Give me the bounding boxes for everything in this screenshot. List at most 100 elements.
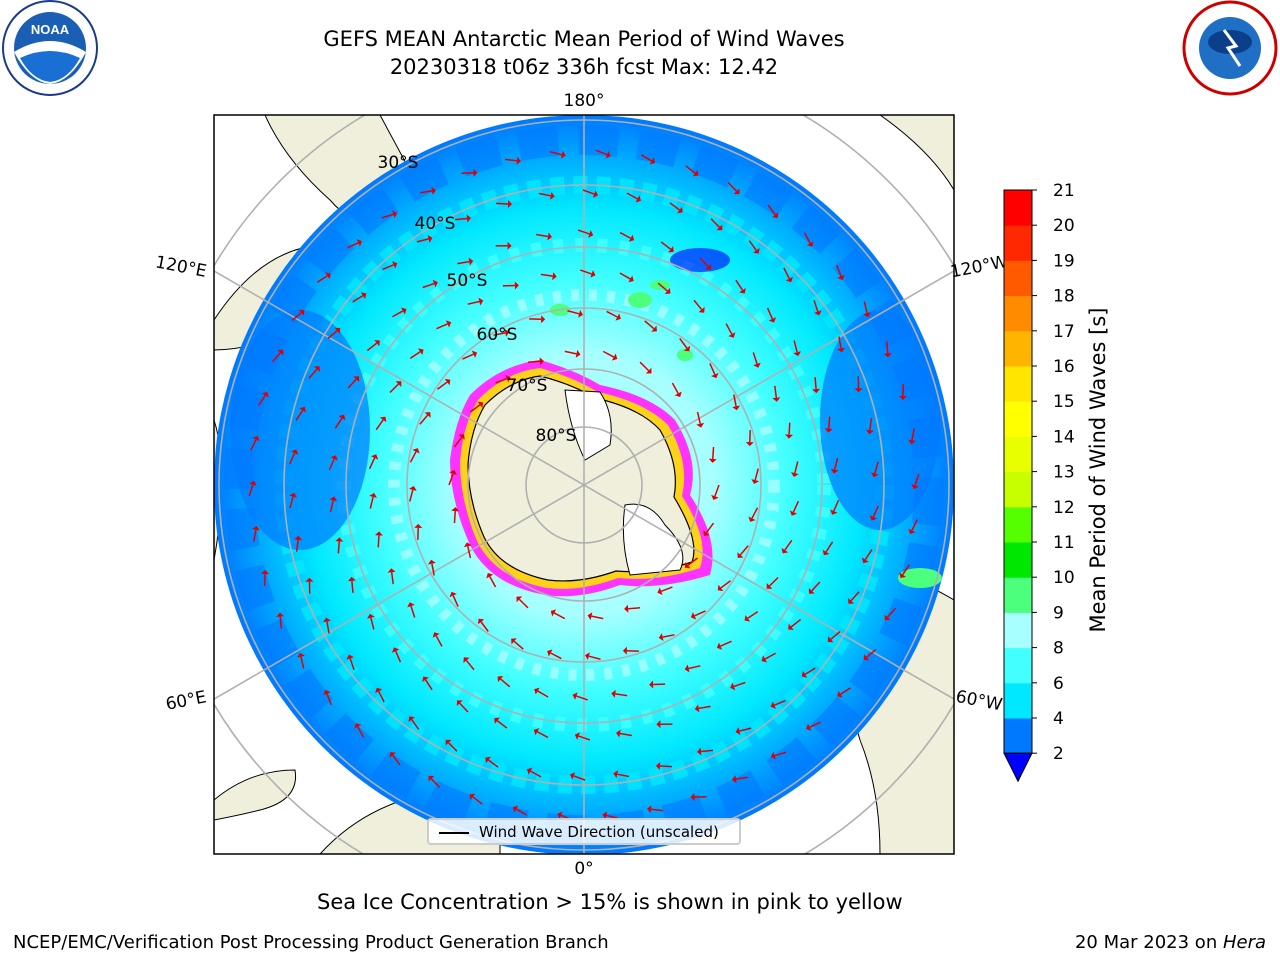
wind-arrow-head bbox=[356, 239, 362, 247]
wind-arrow-head bbox=[298, 309, 305, 316]
wind-arrow-shaft bbox=[700, 749, 714, 753]
wind-arrow-head bbox=[335, 537, 344, 542]
wind-arrow-head bbox=[578, 309, 583, 318]
wind-arrow-shaft bbox=[540, 273, 553, 277]
colorbar-segment bbox=[1004, 506, 1032, 543]
colorbar-tick-label: 11 bbox=[1053, 533, 1075, 553]
wind-arrow-head bbox=[401, 307, 407, 315]
wind-arrow-head bbox=[449, 591, 457, 598]
wind-arrow-shaft bbox=[606, 814, 619, 820]
colorbar-segment bbox=[1004, 366, 1032, 402]
wind-arrow-head bbox=[628, 234, 635, 242]
wind-arrow-head bbox=[325, 272, 331, 280]
wind-arrow-head bbox=[768, 317, 777, 323]
colorbar-segment bbox=[1004, 542, 1032, 578]
wind-arrow-shaft bbox=[644, 320, 655, 330]
colorbar-tick-label: 19 bbox=[1053, 251, 1075, 271]
wind-arrow-shaft bbox=[430, 778, 441, 788]
map-frame bbox=[213, 114, 955, 855]
wind-arrow-shaft bbox=[671, 382, 679, 394]
wind-arrow-head bbox=[812, 388, 821, 394]
wind-arrow-shaft bbox=[253, 529, 257, 542]
wind-arrow-shaft bbox=[794, 461, 799, 474]
lat-label-70s: 70°S bbox=[507, 376, 548, 396]
wind-arrow-shaft bbox=[467, 546, 472, 559]
wind-arrow-shaft bbox=[911, 519, 918, 531]
wind-arrow-shaft bbox=[833, 499, 840, 512]
wind-arrow-head bbox=[806, 241, 814, 247]
wind-arrow-head bbox=[911, 484, 919, 490]
wind-arrow-head bbox=[657, 587, 663, 596]
wind-arrow-head bbox=[533, 728, 540, 736]
wind-arrow-head bbox=[716, 642, 723, 650]
wind-arrow-head bbox=[505, 374, 511, 383]
wind-arrow-head bbox=[647, 805, 652, 814]
wind-arrow-head bbox=[347, 576, 356, 582]
wind-arrow-head bbox=[748, 516, 756, 522]
wind-arrow-head bbox=[557, 811, 563, 819]
wind-arrow-head bbox=[837, 274, 845, 281]
wind-arrow-head bbox=[908, 528, 916, 535]
wind-arrow-shaft bbox=[688, 665, 701, 670]
wind-arrow-shaft bbox=[833, 457, 839, 470]
wind-arrow-head bbox=[261, 569, 270, 575]
wind-arrow-shaft bbox=[394, 650, 402, 663]
wind-arrow-head bbox=[705, 264, 712, 270]
wind-arrow-head bbox=[477, 618, 485, 625]
wind-arrow-head bbox=[575, 349, 581, 358]
wind-arrow-shaft bbox=[576, 695, 588, 701]
wind-arrow-head bbox=[708, 458, 717, 463]
wind-arrow-head bbox=[830, 468, 839, 474]
wind-arrow-shaft bbox=[727, 182, 738, 192]
wind-arrow-shaft bbox=[536, 731, 549, 739]
wind-arrow-head bbox=[552, 272, 557, 281]
wind-arrow-head bbox=[613, 770, 619, 779]
wind-arrow-shaft bbox=[803, 232, 811, 244]
wind-arrow-head bbox=[788, 623, 794, 631]
wind-arrow-shaft bbox=[513, 640, 524, 650]
wind-arrow-head bbox=[690, 793, 695, 802]
wind-arrow-shaft bbox=[766, 307, 774, 320]
wind-arrow-head bbox=[299, 406, 307, 413]
wind-arrow-head bbox=[806, 723, 812, 731]
wind-arrow-shaft bbox=[467, 300, 480, 305]
wind-arrow-shaft bbox=[289, 496, 294, 509]
wind-arrow-head bbox=[468, 257, 474, 266]
wind-arrow-head bbox=[445, 320, 452, 328]
wind-arrow-head bbox=[744, 614, 751, 622]
wind-arrow-shaft bbox=[694, 610, 706, 617]
wind-arrow-head bbox=[494, 717, 500, 724]
wind-arrow-head bbox=[427, 234, 433, 243]
wind-arrow-head bbox=[690, 612, 697, 620]
wind-arrow-shaft bbox=[410, 605, 416, 618]
wind-arrow-head bbox=[658, 633, 664, 642]
colorbar-segment bbox=[1004, 190, 1032, 226]
wind-arrow-shaft bbox=[500, 678, 511, 688]
wind-arrow-shaft bbox=[518, 598, 529, 609]
wind-arrow-head bbox=[387, 568, 396, 573]
wind-arrow-shaft bbox=[754, 468, 759, 481]
wind-arrow-shaft bbox=[619, 231, 632, 239]
wind-arrow-head bbox=[753, 362, 761, 368]
wind-arrow-head bbox=[313, 366, 320, 372]
lat-label-60s: 60°S bbox=[477, 325, 518, 345]
wind-arrow-shaft bbox=[351, 580, 354, 593]
wind-arrow-shaft bbox=[827, 416, 831, 429]
wind-arrow-shaft bbox=[792, 500, 800, 513]
wind-arrow-shaft bbox=[465, 659, 475, 671]
wind-arrow-shaft bbox=[885, 341, 889, 354]
wind-arrow-head bbox=[572, 692, 578, 700]
wind-arrow-shaft bbox=[349, 658, 355, 670]
wind-arrow-shaft bbox=[578, 735, 591, 741]
wind-arrow-shaft bbox=[357, 726, 365, 738]
wind-arrow-shaft bbox=[454, 217, 468, 221]
wind-arrow-head bbox=[622, 646, 627, 655]
wind-arrow-head bbox=[289, 492, 297, 498]
colorbar-segment bbox=[1004, 718, 1032, 754]
legend-line-swatch bbox=[439, 832, 469, 834]
wind-arrow-shaft bbox=[488, 759, 499, 768]
wind-arrow-shaft bbox=[527, 360, 540, 363]
wind-arrow-head bbox=[694, 704, 700, 713]
wind-arrow-shaft bbox=[580, 269, 592, 275]
wind-arrow-head bbox=[785, 434, 794, 439]
